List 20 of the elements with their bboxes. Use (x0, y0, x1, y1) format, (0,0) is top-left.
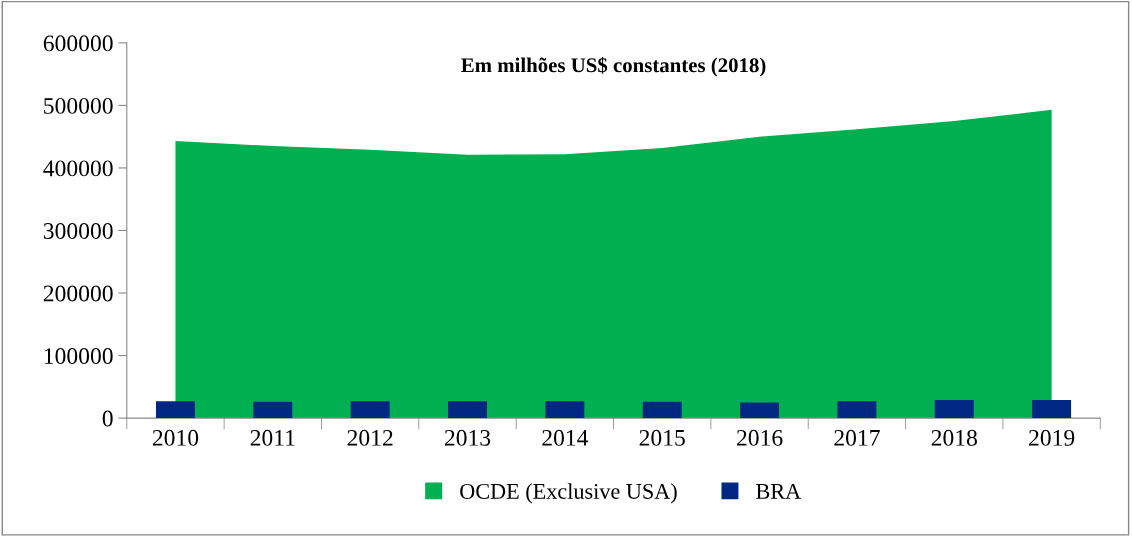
x-tick-label: 2012 (347, 429, 393, 446)
x-tick-label: 2010 (152, 429, 199, 446)
x-tick-label: 2011 (250, 429, 295, 446)
y-tick-label: 200000 (43, 285, 113, 302)
x-tick-label: 2017 (834, 429, 880, 446)
x-tick-label: 2013 (444, 429, 491, 446)
y-tick-label: 100000 (44, 348, 113, 364)
x-tick-label: 2019 (1029, 429, 1075, 446)
legend-label: BRA (756, 483, 802, 499)
y-tick-label: 300000 (43, 222, 113, 239)
x-tick-label: 2015 (639, 429, 685, 446)
x-tick-label: 2018 (931, 429, 977, 446)
y-tick-label: 0 (102, 410, 113, 427)
y-tick-label: 600000 (43, 35, 113, 52)
text: Em milhões US$ constantes (2018) (461, 56, 766, 77)
x-tick-label: 2016 (737, 429, 783, 446)
legend-label: OCDE (Exclusive USA) (460, 483, 677, 504)
y-tick-label: 400000 (43, 160, 113, 177)
x-tick-label: 2014 (542, 429, 589, 446)
y-tick-label: 500000 (44, 97, 113, 114)
